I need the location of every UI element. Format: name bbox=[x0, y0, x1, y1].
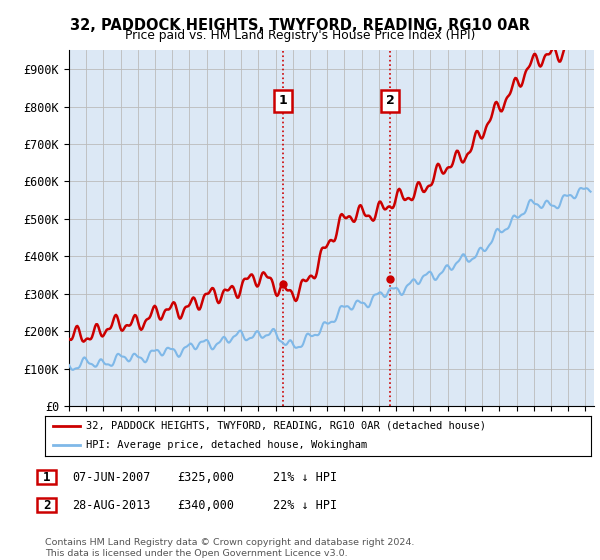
FancyBboxPatch shape bbox=[37, 470, 56, 484]
Text: 07-JUN-2007: 07-JUN-2007 bbox=[72, 470, 151, 484]
Text: Contains HM Land Registry data © Crown copyright and database right 2024.
This d: Contains HM Land Registry data © Crown c… bbox=[45, 538, 415, 558]
Text: 28-AUG-2013: 28-AUG-2013 bbox=[72, 498, 151, 512]
Text: 1: 1 bbox=[43, 470, 50, 484]
Text: 32, PADDOCK HEIGHTS, TWYFORD, READING, RG10 0AR (detached house): 32, PADDOCK HEIGHTS, TWYFORD, READING, R… bbox=[86, 421, 486, 431]
Text: 2: 2 bbox=[43, 498, 50, 512]
Text: 22% ↓ HPI: 22% ↓ HPI bbox=[273, 498, 337, 512]
Text: 21% ↓ HPI: 21% ↓ HPI bbox=[273, 470, 337, 484]
Text: 32, PADDOCK HEIGHTS, TWYFORD, READING, RG10 0AR: 32, PADDOCK HEIGHTS, TWYFORD, READING, R… bbox=[70, 18, 530, 33]
Text: 2: 2 bbox=[386, 95, 394, 108]
Text: HPI: Average price, detached house, Wokingham: HPI: Average price, detached house, Woki… bbox=[86, 440, 367, 450]
Text: 1: 1 bbox=[279, 95, 287, 108]
Text: £325,000: £325,000 bbox=[177, 470, 234, 484]
Text: Price paid vs. HM Land Registry's House Price Index (HPI): Price paid vs. HM Land Registry's House … bbox=[125, 29, 475, 42]
Text: £340,000: £340,000 bbox=[177, 498, 234, 512]
FancyBboxPatch shape bbox=[37, 498, 56, 512]
